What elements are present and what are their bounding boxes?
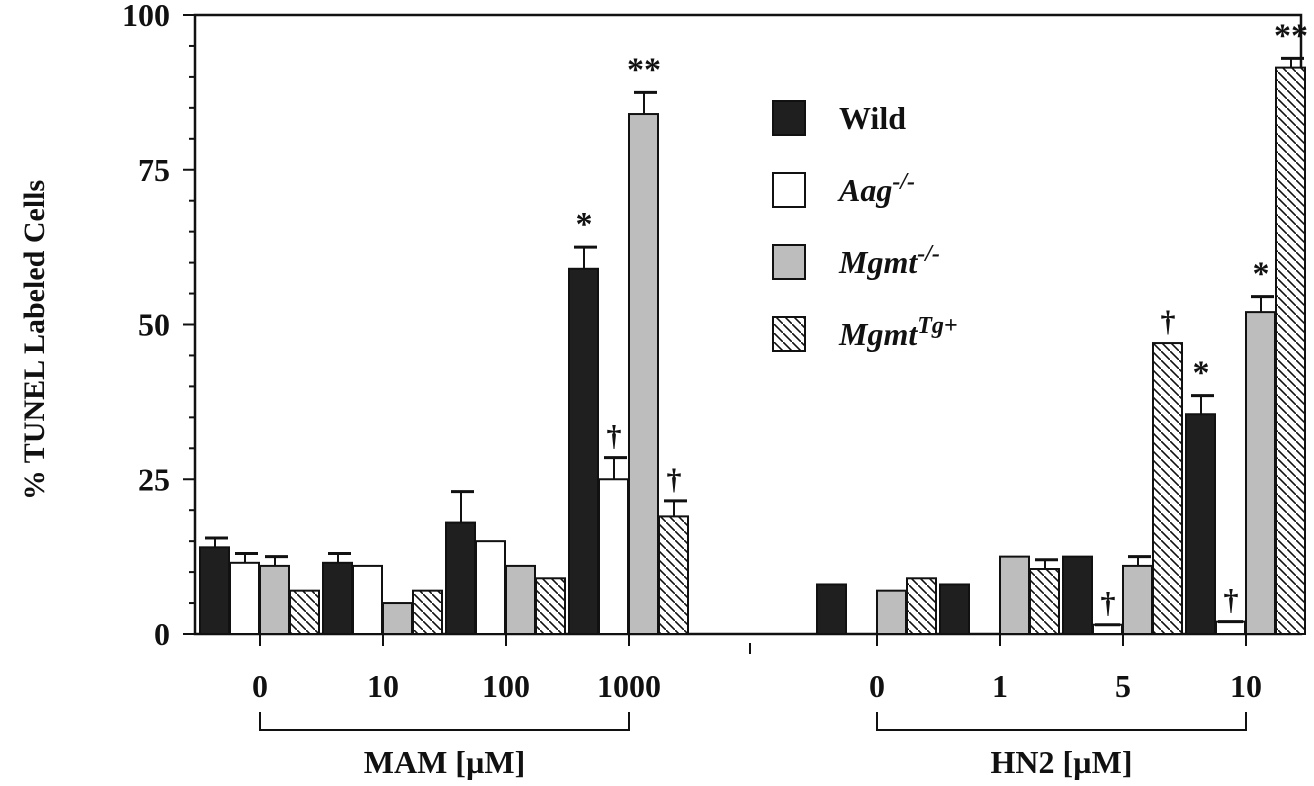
significance-mark: ** bbox=[1274, 17, 1308, 54]
bar bbox=[939, 583, 970, 635]
bar bbox=[259, 564, 290, 635]
legend-label: Aag-/- bbox=[837, 169, 915, 208]
dose-label: 100 bbox=[482, 668, 530, 704]
bar bbox=[535, 577, 566, 635]
significance-mark: ** bbox=[627, 51, 661, 88]
legend-label-superscript: -/- bbox=[917, 241, 940, 267]
dose-label: 10 bbox=[367, 668, 399, 704]
y-tick-label: 25 bbox=[138, 461, 170, 497]
bar bbox=[628, 113, 659, 636]
legend-label: Wild bbox=[839, 100, 906, 136]
y-axis-label: % TUNEL Labeled Cells bbox=[18, 180, 51, 500]
bars-layer: *†**†††*†*** bbox=[199, 17, 1308, 636]
significance-mark: * bbox=[1253, 256, 1270, 293]
legend-label-superscript: Tg+ bbox=[917, 313, 957, 339]
dose-label: 1 bbox=[992, 668, 1008, 704]
bar bbox=[229, 561, 260, 635]
group-bracket bbox=[259, 712, 630, 731]
group-label: MAM [µM] bbox=[364, 744, 525, 780]
legend-swatch bbox=[772, 316, 806, 352]
bar bbox=[1245, 311, 1276, 635]
bar bbox=[568, 267, 599, 635]
bar bbox=[906, 577, 937, 635]
group-bracket bbox=[876, 712, 1247, 731]
y-tick-label: 0 bbox=[154, 616, 170, 652]
bar bbox=[1062, 555, 1093, 635]
bar bbox=[1029, 568, 1060, 636]
x-axis: 0 10 100 1000 MAM [µM] 0 1 5 10 HN2 [µM] bbox=[252, 634, 1262, 780]
dose-label: 1000 bbox=[597, 668, 661, 704]
legend-label-superscript: -/- bbox=[892, 169, 915, 195]
bar bbox=[1122, 564, 1153, 635]
bar bbox=[598, 478, 629, 635]
legend-swatch bbox=[772, 244, 806, 280]
significance-mark: † bbox=[1161, 305, 1176, 338]
bar bbox=[1185, 413, 1216, 635]
bar bbox=[876, 589, 907, 635]
bar bbox=[475, 540, 506, 636]
bar bbox=[322, 561, 353, 635]
significance-mark: † bbox=[1224, 584, 1239, 617]
y-tick-label: 50 bbox=[138, 307, 170, 343]
legend-swatch bbox=[772, 172, 806, 208]
bar bbox=[199, 546, 230, 636]
bar bbox=[1215, 620, 1246, 635]
bar bbox=[1152, 342, 1183, 635]
bar bbox=[382, 602, 413, 635]
bar bbox=[816, 583, 847, 635]
bar bbox=[352, 564, 383, 635]
significance-mark: † bbox=[607, 420, 622, 453]
bar bbox=[289, 589, 320, 635]
significance-mark: * bbox=[576, 206, 593, 243]
legend-swatch bbox=[772, 100, 806, 136]
dose-label: 10 bbox=[1230, 668, 1262, 704]
bar bbox=[505, 564, 536, 635]
legend-label: MgmtTg+ bbox=[838, 313, 958, 352]
bar bbox=[445, 521, 476, 636]
y-axis: 0 25 50 75 100 bbox=[122, 0, 195, 652]
dose-label: 0 bbox=[252, 668, 268, 704]
bar bbox=[999, 555, 1030, 635]
y-tick-label: 75 bbox=[138, 152, 170, 188]
bar bbox=[1275, 66, 1306, 636]
dose-label: 0 bbox=[869, 668, 885, 704]
bar bbox=[412, 589, 443, 635]
plot-frame bbox=[193, 13, 1303, 636]
significance-mark: † bbox=[1101, 587, 1116, 620]
bar bbox=[658, 515, 689, 636]
group-label: HN2 [µM] bbox=[991, 744, 1133, 780]
dose-label: 5 bbox=[1115, 668, 1131, 704]
significance-mark: † bbox=[667, 463, 682, 496]
significance-mark: * bbox=[1193, 355, 1210, 392]
y-tick-label: 100 bbox=[122, 0, 170, 33]
legend-label: Mgmt-/- bbox=[838, 241, 940, 280]
legend: Wild Aag-/- Mgmt-/- MgmtTg+ bbox=[772, 100, 958, 352]
